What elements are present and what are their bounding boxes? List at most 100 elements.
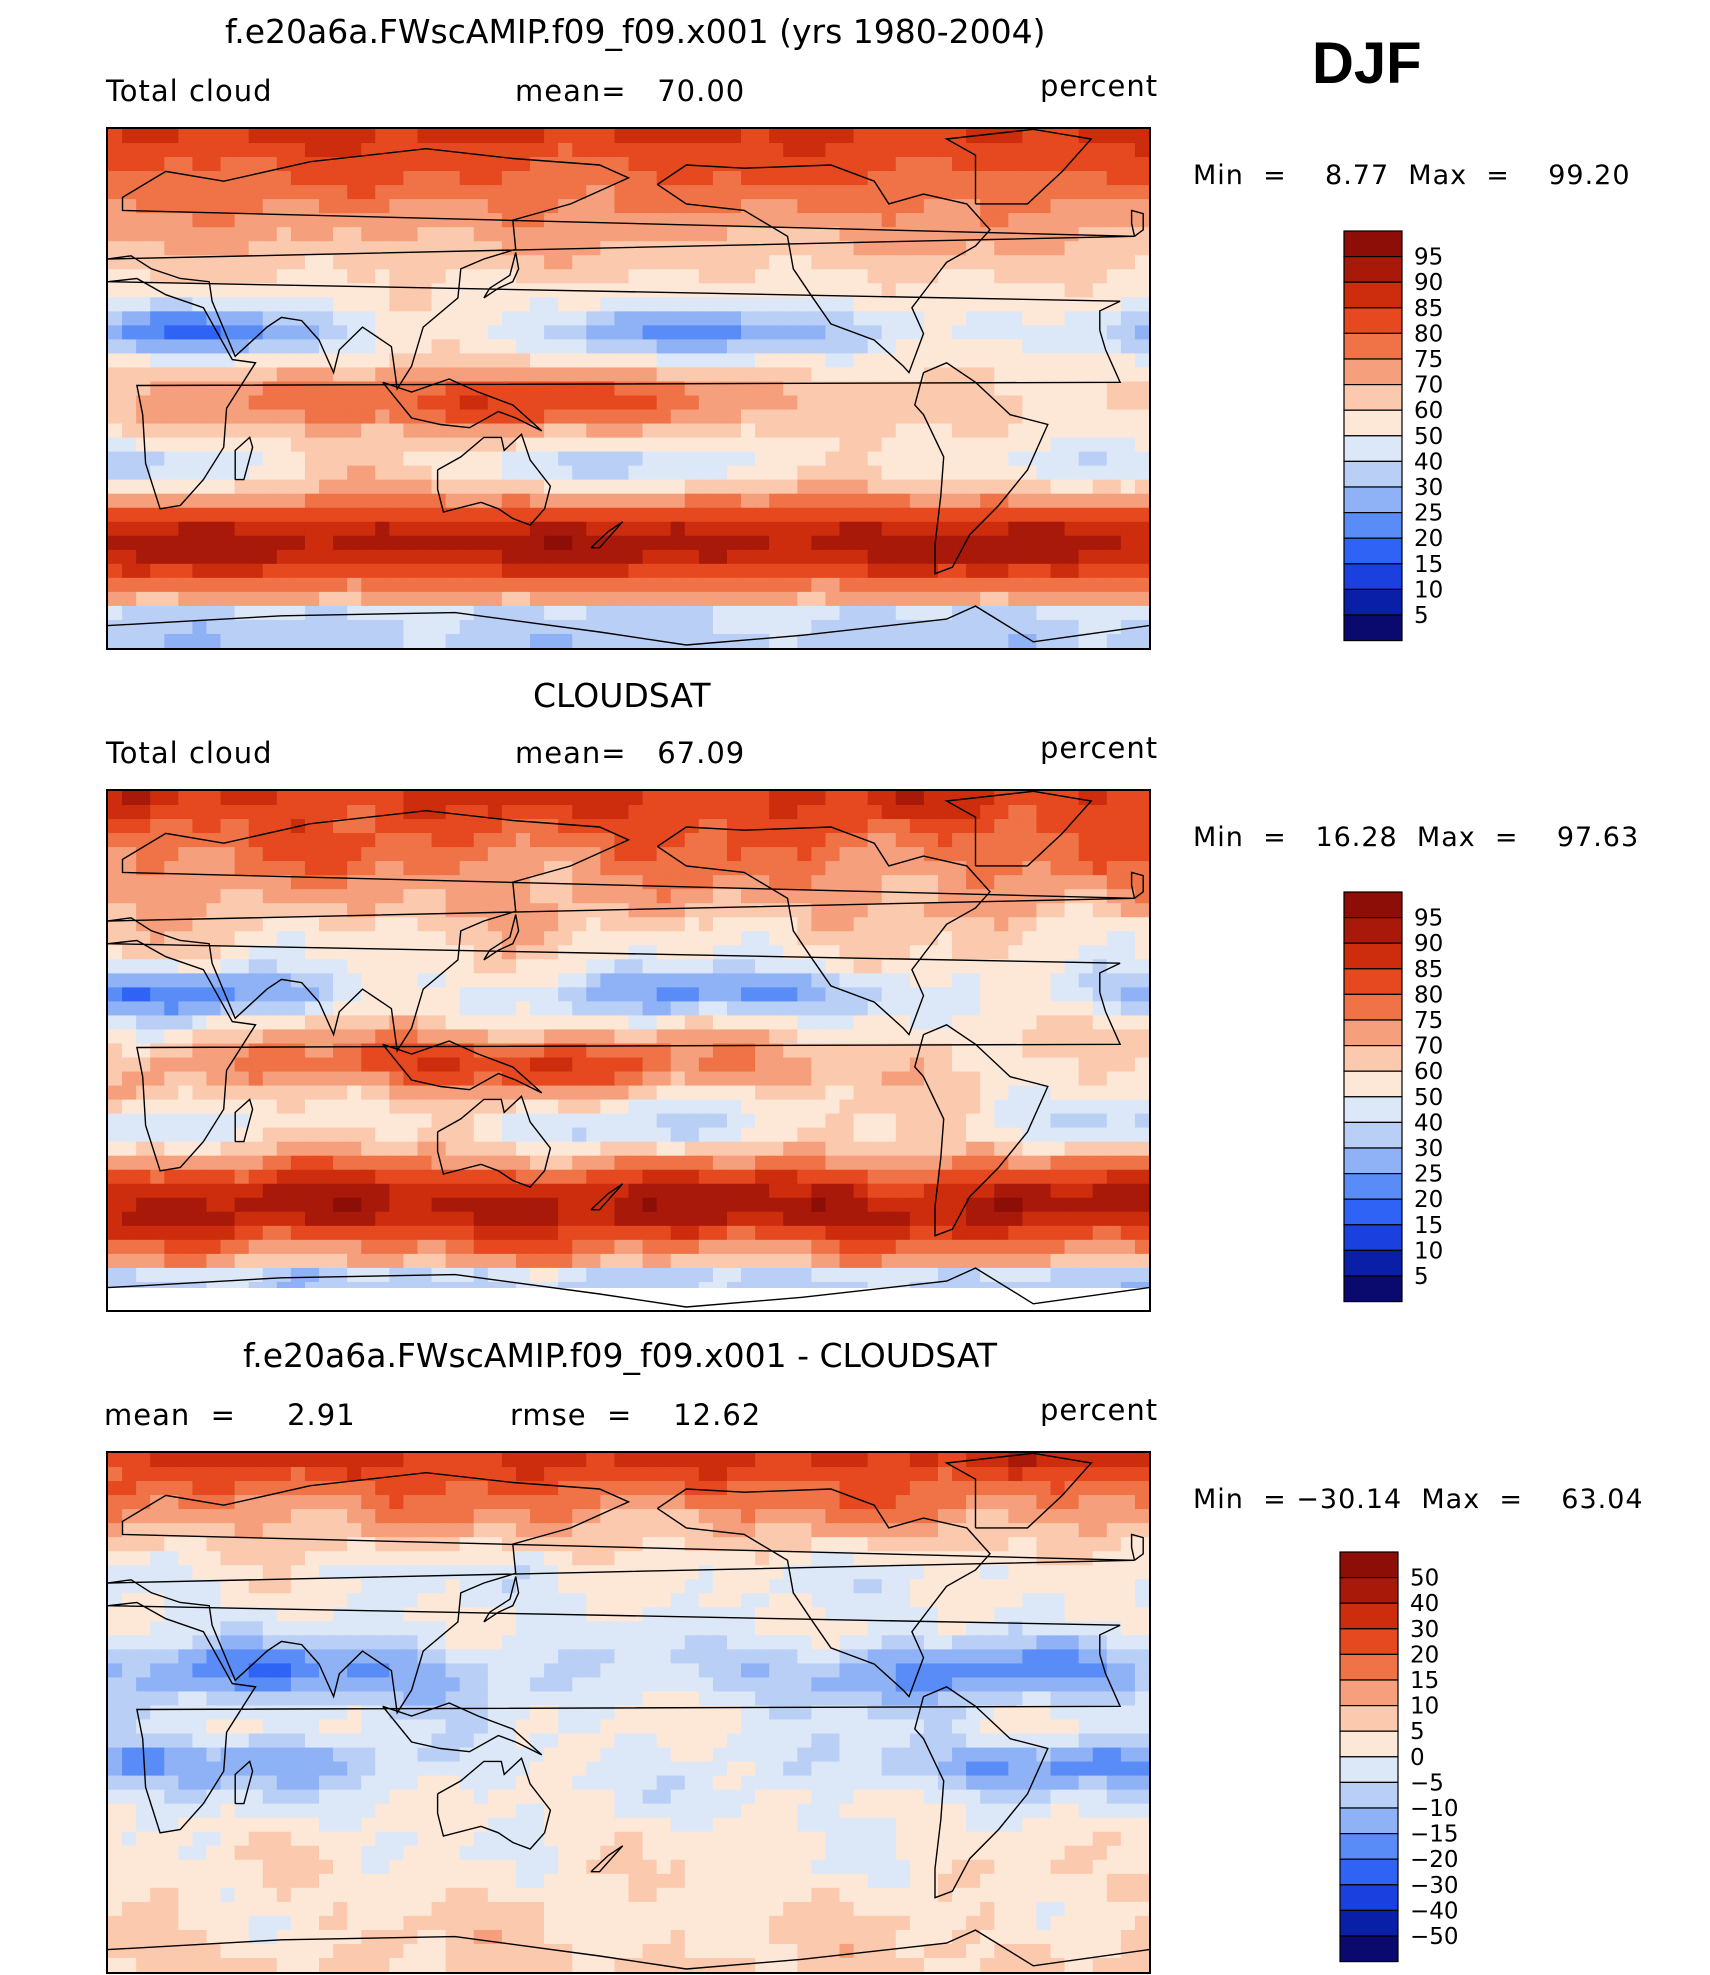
colorbar-tick-label: 40 <box>1410 1591 1439 1617</box>
panel-2-map <box>106 789 1151 1312</box>
colorbar-swatch <box>1339 1781 1399 1809</box>
colorbar-tick-label: 20 <box>1410 1642 1439 1668</box>
season-label: DJF <box>1312 31 1422 96</box>
coastline <box>234 436 254 481</box>
colorbar-tick-label: 50 <box>1414 1085 1443 1111</box>
colorbar-swatch <box>1343 614 1403 642</box>
panel-2-minmax: Min = 16.28 Max = 97.63 <box>1193 822 1640 853</box>
colorbar-tick-label: 10 <box>1410 1694 1439 1720</box>
colorbar-swatch <box>1339 1807 1399 1835</box>
panel-2-title: CLOUDSAT <box>533 676 711 715</box>
colorbar-swatch <box>1343 1173 1403 1200</box>
colorbar-tick-label: 85 <box>1414 957 1443 983</box>
colorbar-swatch <box>1343 942 1403 970</box>
colorbar-swatch <box>1339 1756 1399 1784</box>
colorbar-tick-label: 90 <box>1414 270 1443 296</box>
colorbar-swatch <box>1339 1628 1399 1656</box>
colorbar-swatch <box>1343 435 1403 463</box>
coastline <box>108 277 1122 510</box>
colorbar-swatch <box>1343 1224 1403 1251</box>
colorbar-tick-label: 85 <box>1414 296 1443 322</box>
colorbar-tick-label: 60 <box>1414 398 1443 424</box>
coastline <box>108 939 1122 1172</box>
colorbar-swatch <box>1343 993 1403 1021</box>
colorbar-tick-label: 90 <box>1414 931 1443 957</box>
coastline <box>914 1024 1049 1237</box>
colorbar-swatch <box>1339 1602 1399 1630</box>
panel-3-colorbar: 50 40 30 20 15 10 5 0 −5 −10 −15 −20 −30 −40 −50 <box>1338 1550 1478 1975</box>
colorbar-tick-label: 15 <box>1410 1668 1439 1694</box>
coastline <box>1130 871 1144 899</box>
coastline <box>436 1756 552 1850</box>
coastline <box>657 1488 991 1698</box>
coastline <box>436 432 552 526</box>
colorbar-tick-label: −5 <box>1410 1770 1444 1796</box>
panel-3-minmax: Min = −30.14 Max = 63.04 <box>1193 1484 1644 1515</box>
coastline <box>590 1183 624 1211</box>
colorbar-swatch <box>1343 281 1403 309</box>
colorbar-swatch <box>1343 256 1403 283</box>
panel-1-colorbar: 95 90 85 80 75 70 60 50 40 30 25 20 15 10 5 <box>1342 229 1472 654</box>
colorbar-tick-label: 40 <box>1414 1110 1443 1136</box>
coastline <box>944 791 1093 867</box>
colorbar-tick-label: −40 <box>1410 1898 1459 1924</box>
colorbar-tick-label: 15 <box>1414 1213 1443 1239</box>
colorbar-swatch <box>1343 512 1403 539</box>
colorbar-swatch <box>1339 1551 1399 1579</box>
colorbar-swatch <box>1339 1705 1399 1732</box>
colorbar-tick-label: 20 <box>1414 1187 1443 1213</box>
colorbar-tick-label: 5 <box>1410 1719 1425 1745</box>
colorbar-swatch <box>1339 1833 1399 1860</box>
colorbar-swatch <box>1343 1096 1403 1124</box>
colorbar-tick-label: 50 <box>1410 1566 1439 1592</box>
colorbar-swatch <box>1343 409 1403 437</box>
colorbar-swatch <box>1339 1909 1399 1937</box>
coastline <box>108 1601 1122 1834</box>
colorbar-swatch <box>1339 1730 1399 1758</box>
colorbar-tick-label: 80 <box>1414 321 1443 347</box>
colorbar-tick-label: 40 <box>1414 449 1443 475</box>
coastline <box>914 1686 1049 1899</box>
panel-1-minmax: Min = 8.77 Max = 99.20 <box>1193 160 1631 191</box>
colorbar-swatch <box>1343 358 1403 386</box>
panel-1-units-label: percent <box>1040 69 1159 103</box>
colorbar-swatch <box>1343 230 1403 258</box>
colorbar-tick-label: 5 <box>1414 1264 1429 1290</box>
colorbar-tick-label: 10 <box>1414 1238 1443 1264</box>
colorbar-swatch <box>1343 1070 1403 1098</box>
colorbar-tick-label: 10 <box>1414 577 1443 603</box>
colorbar-swatch <box>1343 1275 1403 1303</box>
colorbar-tick-label: 50 <box>1414 424 1443 450</box>
colorbar-swatch <box>1343 460 1403 488</box>
colorbar-swatch <box>1343 1045 1403 1072</box>
coastline <box>234 1760 254 1805</box>
coastline <box>657 164 991 374</box>
colorbar-tick-label: −10 <box>1410 1796 1459 1822</box>
colorbar-swatch <box>1339 1858 1399 1886</box>
colorbar-tick-label: −50 <box>1410 1924 1459 1950</box>
colorbar-swatch <box>1343 968 1403 996</box>
colorbar-tick-label: 25 <box>1414 1162 1443 1188</box>
colorbar-tick-label: 95 <box>1414 245 1443 271</box>
panel-1-map <box>106 127 1151 650</box>
colorbar-tick-label: 15 <box>1414 552 1443 578</box>
coastline <box>483 252 520 299</box>
colorbar-tick-label: 30 <box>1410 1617 1439 1643</box>
coastline <box>657 826 991 1036</box>
colorbar-swatch <box>1339 1653 1399 1681</box>
coastline <box>436 1094 552 1188</box>
colorbar-tick-label: 0 <box>1410 1745 1425 1771</box>
coastline <box>234 1098 254 1143</box>
coastline <box>590 521 624 549</box>
colorbar-tick-label: −20 <box>1410 1847 1459 1873</box>
colorbar-tick-label: 75 <box>1414 347 1443 373</box>
colorbar-tick-label: 70 <box>1414 1034 1443 1060</box>
coastline <box>108 1471 1135 1715</box>
colorbar-swatch <box>1343 1249 1403 1277</box>
colorbar-swatch <box>1343 563 1403 590</box>
panel-3-units-label: percent <box>1040 1393 1159 1427</box>
coastline <box>944 129 1093 205</box>
colorbar-swatch <box>1339 1679 1399 1707</box>
colorbar-tick-label: 70 <box>1414 373 1443 399</box>
colorbar-tick-label: −30 <box>1410 1873 1459 1899</box>
